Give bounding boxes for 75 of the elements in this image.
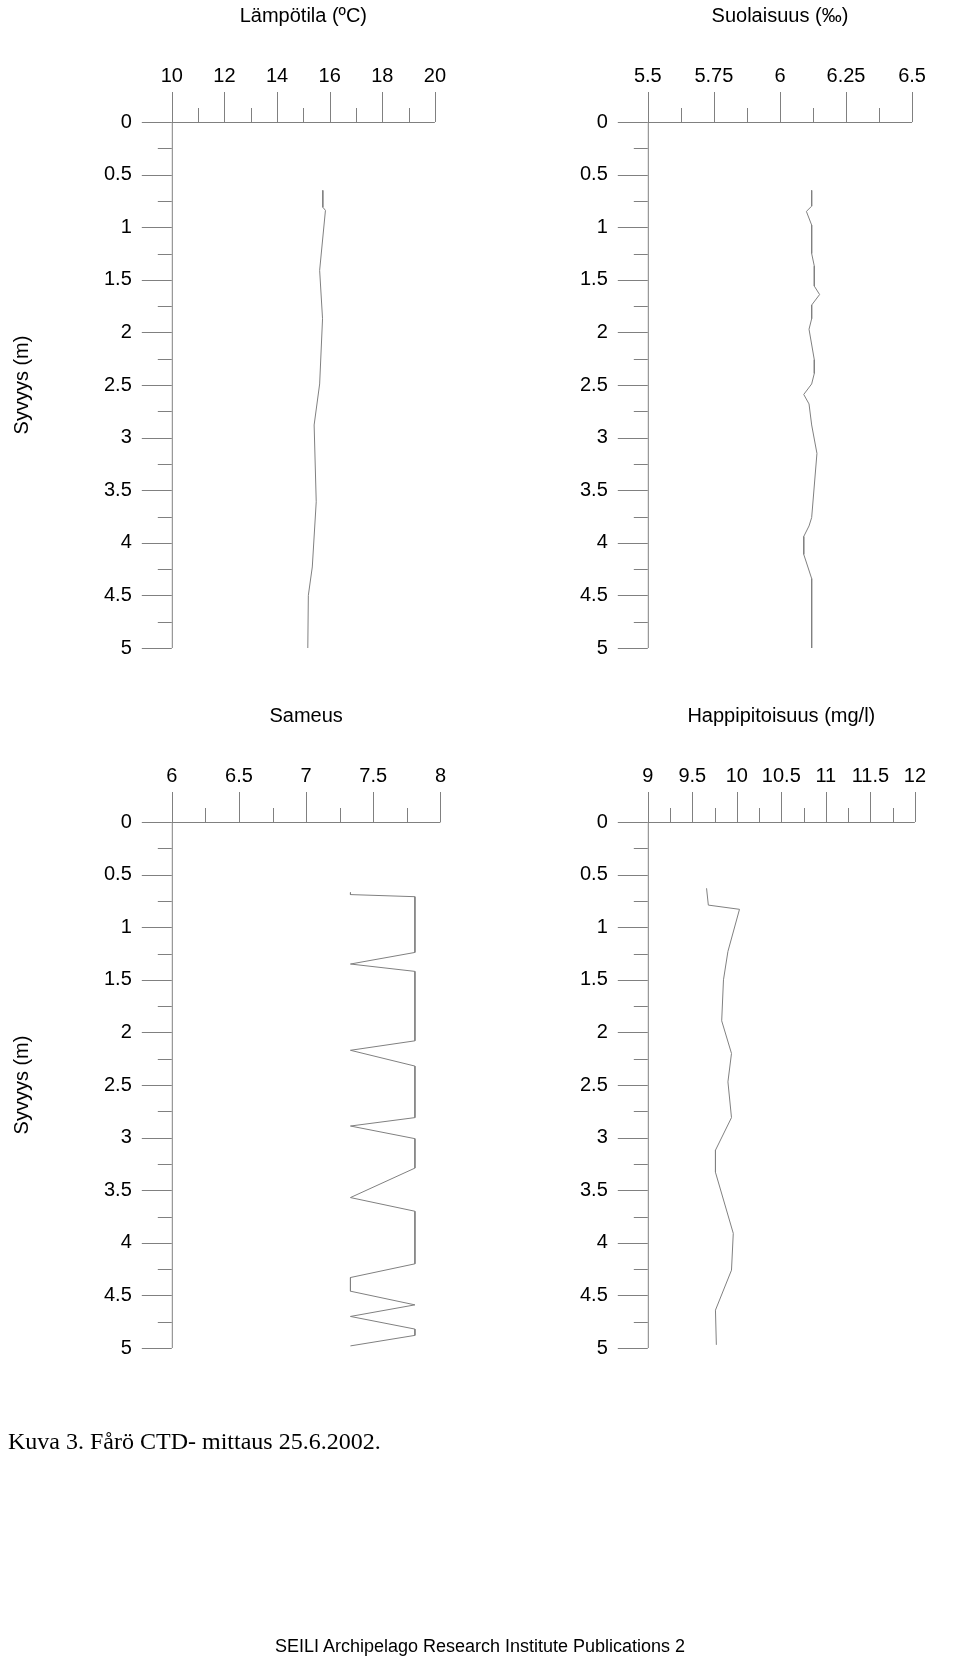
y-tick-label: 2: [596, 1019, 608, 1042]
y-tick-label: 0: [120, 809, 132, 832]
y-tick-label: 4.5: [103, 1282, 132, 1305]
y-tick-label: 1: [596, 914, 608, 937]
y-tick-label: 4: [120, 1230, 132, 1253]
x-tick-label: 6.25: [826, 63, 866, 86]
y-tick-label: 2: [120, 319, 132, 342]
y-tick-label: 0: [596, 109, 608, 132]
x-tick-label: 14: [265, 63, 289, 86]
y-tick-label: 4: [596, 1230, 608, 1253]
y-tick-label: 0: [120, 109, 132, 132]
y-tick-label: 3.5: [103, 1177, 132, 1200]
x-axis-title: Suolaisuus (‰): [711, 3, 849, 26]
x-tick-label: 9: [642, 763, 654, 786]
y-tick-label: 0.5: [579, 162, 608, 185]
y-tick-label: 5: [120, 1335, 132, 1358]
x-tick-label: 9.5: [678, 763, 707, 786]
x-tick-label: 7: [300, 763, 312, 786]
y-tick-label: 2: [596, 319, 608, 342]
x-tick-label: 18: [371, 63, 394, 86]
y-tick-label: 4.5: [579, 582, 608, 605]
x-tick-label: 11: [815, 763, 837, 786]
y-tick-label: 0: [596, 809, 608, 832]
x-axis-title: Lämpötila (ºC): [239, 3, 368, 26]
y-tick-label: 1: [120, 914, 132, 937]
y-tick-label: 4: [120, 530, 132, 553]
text: SEILI Archipelago Research Institute Publications 2: [273, 1636, 687, 1657]
y-tick-label: 1: [120, 214, 132, 237]
x-tick-label: 8: [434, 763, 446, 786]
y-tick-label: 2: [120, 1019, 132, 1042]
y-tick-label: 3.5: [579, 1177, 608, 1200]
x-tick-label: 5.75: [694, 63, 734, 86]
x-tick-label: 6.5: [225, 763, 253, 786]
text: Kuva 3. Fårö CTD- mittaus 25.6.2002.: [8, 1428, 381, 1455]
x-tick-label: 10: [725, 763, 748, 786]
y-tick-label: 1.5: [579, 967, 608, 990]
y-tick-label: 0.5: [103, 162, 132, 185]
y-tick-label: 3: [596, 1125, 608, 1148]
y-tick-label: 2.5: [103, 1072, 132, 1095]
x-tick-label: 5.5: [633, 63, 662, 86]
y-tick-label: 5: [120, 635, 132, 658]
x-tick-label: 10: [160, 63, 183, 86]
y-axis-title: Syvyys (m): [9, 335, 32, 435]
y-tick-label: 3: [596, 425, 608, 448]
y-tick-label: 1: [596, 214, 608, 237]
y-tick-label: 3.5: [579, 477, 608, 500]
y-tick-label: 4: [596, 530, 608, 553]
x-tick-label: 12: [903, 763, 926, 786]
y-tick-label: 1.5: [103, 267, 132, 290]
x-axis-title: Sameus: [269, 703, 343, 726]
y-tick-label: 3: [120, 425, 132, 448]
y-tick-label: 1.5: [579, 267, 608, 290]
y-tick-label: 4.5: [103, 582, 132, 605]
x-tick-label: 6: [166, 763, 178, 786]
x-tick-label: 6: [774, 63, 786, 86]
y-tick-label: 2.5: [579, 1072, 608, 1095]
x-tick-label: 6.5: [898, 63, 926, 86]
x-tick-label: 11.5: [851, 763, 890, 786]
x-tick-label: 12: [213, 63, 236, 86]
y-tick-label: 1.5: [103, 967, 132, 990]
y-tick-label: 5: [596, 1335, 608, 1358]
x-tick-label: 16: [318, 63, 341, 86]
y-tick-label: 3.5: [103, 477, 132, 500]
y-tick-label: 5: [596, 635, 608, 658]
x-tick-label: 7.5: [359, 763, 388, 786]
y-tick-label: 4.5: [579, 1282, 608, 1305]
y-tick-label: 0.5: [579, 862, 608, 885]
y-tick-label: 3: [120, 1125, 132, 1148]
y-tick-label: 2.5: [103, 372, 132, 395]
y-tick-label: 2.5: [579, 372, 608, 395]
x-tick-label: 10.5: [761, 763, 801, 786]
x-axis-title: Happipitoisuus (mg/l): [687, 703, 876, 726]
x-tick-label: 20: [423, 63, 446, 86]
y-axis-title: Syvyys (m): [9, 1035, 32, 1135]
y-tick-label: 0.5: [103, 862, 132, 885]
